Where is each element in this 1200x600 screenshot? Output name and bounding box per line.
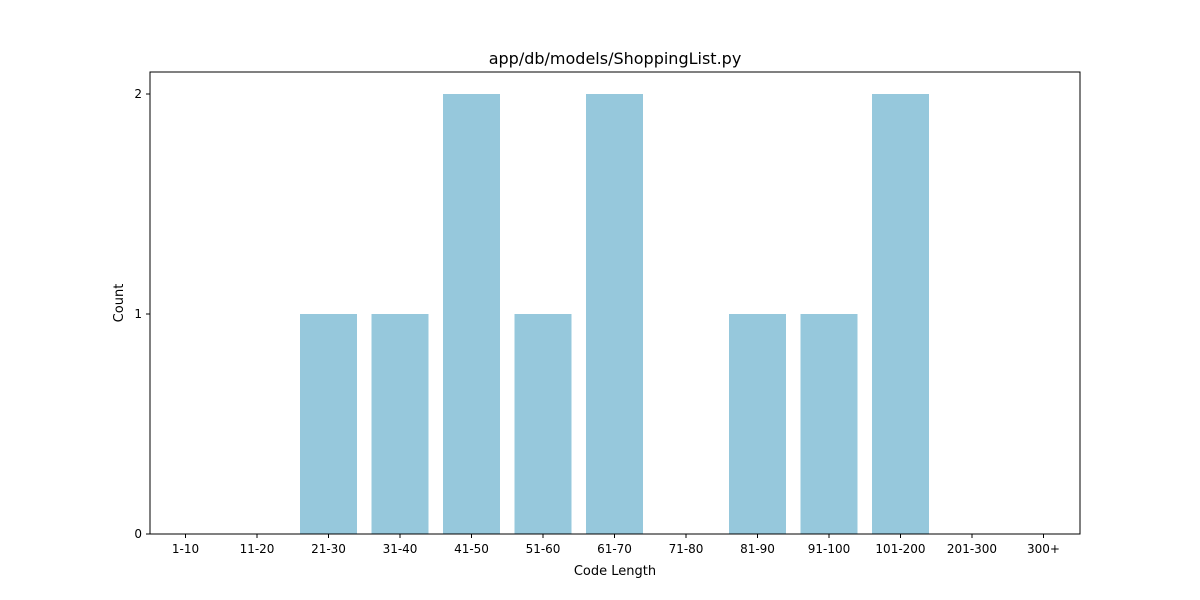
x-tick-label: 1-10	[172, 542, 199, 556]
x-tick-label: 91-100	[808, 542, 851, 556]
x-tick-label: 101-200	[875, 542, 925, 556]
bar-81-90	[729, 314, 786, 534]
x-tick-label: 21-30	[311, 542, 346, 556]
y-tick-label: 2	[134, 87, 142, 101]
x-tick-label: 71-80	[669, 542, 704, 556]
bar-21-30	[300, 314, 357, 534]
bar-51-60	[514, 314, 572, 534]
chart-title: app/db/models/ShoppingList.py	[489, 49, 742, 68]
x-tick-label: 31-40	[383, 542, 418, 556]
bar-31-40	[371, 314, 429, 534]
x-tick-label: 41-50	[454, 542, 489, 556]
y-tick-label: 1	[134, 307, 142, 321]
x-tick-label: 81-90	[740, 542, 775, 556]
y-axis-label: Count	[112, 284, 127, 323]
bars-group	[300, 94, 929, 534]
x-tick-label: 201-300	[947, 542, 997, 556]
y-tick-label: 0	[134, 527, 142, 541]
x-tick-label: 300+	[1027, 542, 1060, 556]
x-axis-ticks: 1-10 11-20 21-30 31-40 41-50 51-60 61-70 71-80 8…	[172, 534, 1060, 556]
x-tick-label: 61-70	[597, 542, 632, 556]
x-tick-label: 51-60	[526, 542, 561, 556]
bar-41-50	[443, 94, 500, 534]
bar-101-200	[872, 94, 929, 534]
x-tick-label: 11-20	[240, 542, 275, 556]
bar-61-70	[586, 94, 643, 534]
x-axis-label: Code Length	[574, 564, 656, 579]
bar-91-100	[800, 314, 858, 534]
y-axis-ticks: 0 1 2	[134, 87, 150, 541]
